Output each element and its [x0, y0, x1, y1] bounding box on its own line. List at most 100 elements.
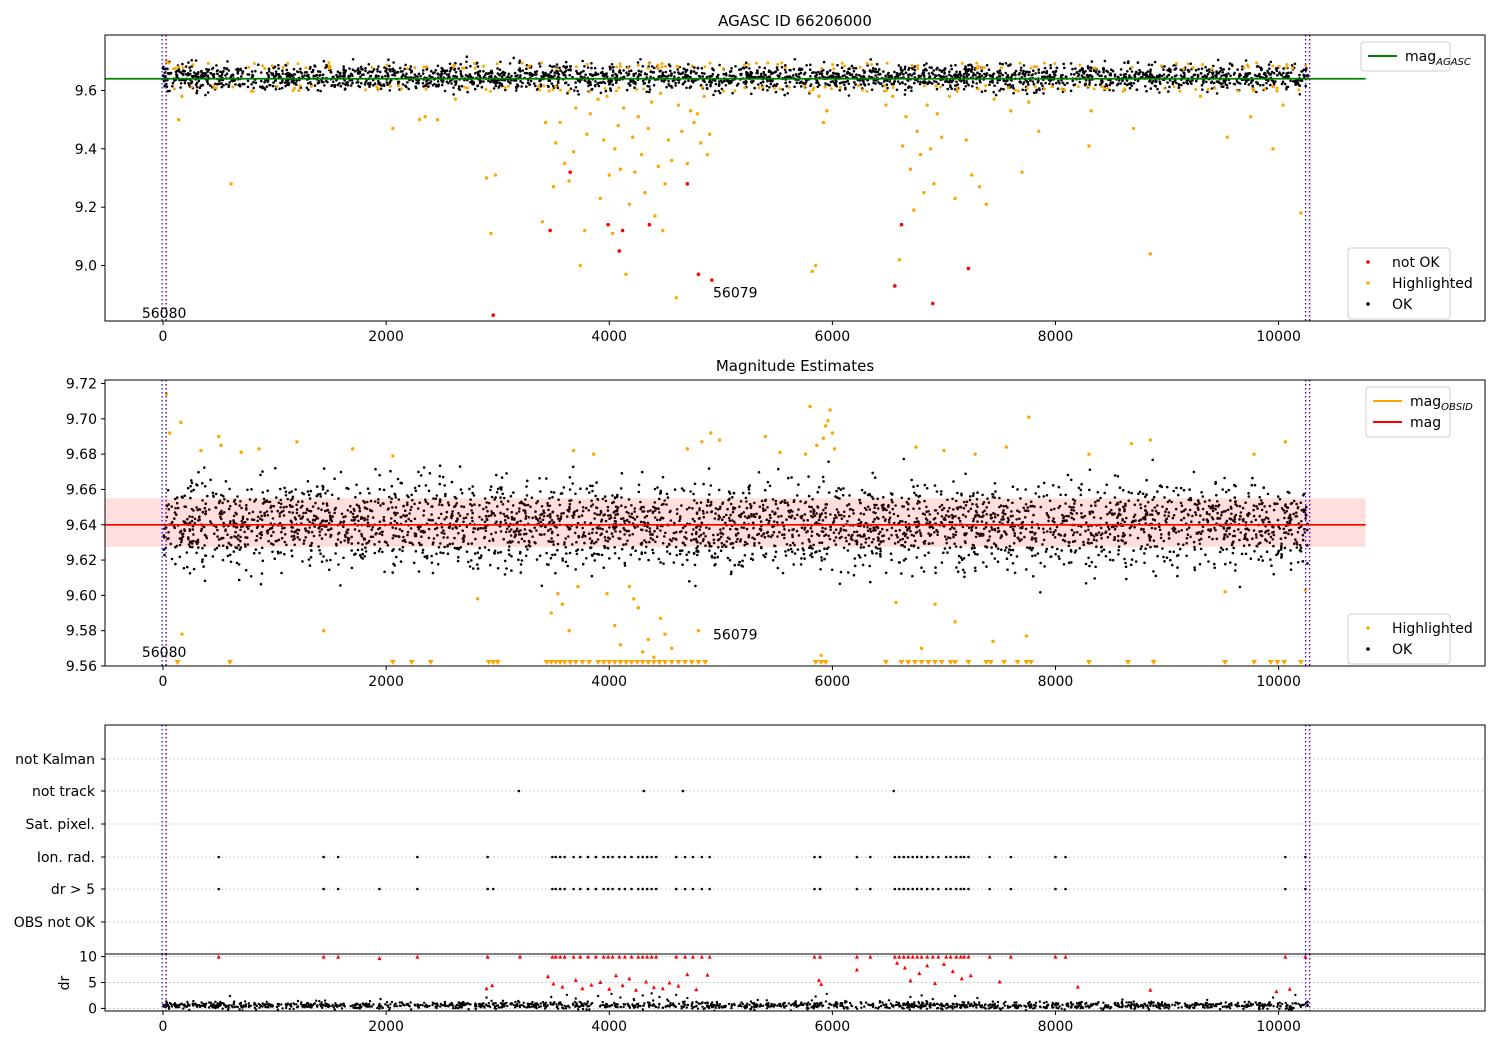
ok-point	[793, 85, 796, 89]
ok-point	[694, 79, 697, 82]
ok-point	[465, 60, 468, 64]
ok-point	[656, 486, 659, 489]
ok-point	[513, 71, 517, 75]
ok-point	[965, 500, 969, 504]
ok-point	[766, 79, 769, 83]
ok-point	[728, 70, 732, 73]
ok-point	[583, 541, 586, 545]
highlighted-point	[938, 85, 942, 89]
ok-point	[473, 87, 477, 91]
ok-point	[436, 80, 440, 83]
ok-point	[574, 81, 577, 84]
ok-point	[896, 80, 900, 83]
ok-point	[822, 68, 825, 72]
ok-point	[648, 540, 651, 544]
ok-point	[821, 75, 825, 79]
ok-point	[899, 66, 903, 69]
ok-point	[763, 66, 767, 70]
ok-point	[1044, 81, 1047, 85]
ok-point	[1145, 493, 1148, 496]
legend-frame	[1360, 41, 1451, 72]
ok-point	[635, 515, 639, 518]
ok-point	[700, 71, 704, 75]
ok-point	[1274, 67, 1278, 70]
ok-point	[896, 535, 899, 539]
ok-point	[938, 68, 941, 72]
ok-point	[986, 539, 990, 542]
ok-point	[564, 69, 567, 73]
ok-point	[1087, 66, 1090, 70]
ok-point	[503, 573, 507, 576]
ok-point	[1144, 508, 1147, 512]
ok-point	[649, 509, 652, 512]
highlighted-point	[473, 66, 477, 70]
ok-point	[1088, 542, 1091, 545]
ok-point	[602, 80, 605, 84]
ok-point	[510, 510, 514, 514]
ok-point	[1116, 475, 1120, 478]
highlighted-point	[980, 66, 984, 70]
ok-point	[245, 508, 248, 511]
ok-point	[1032, 69, 1035, 72]
ok-point	[764, 498, 767, 502]
ok-point	[519, 80, 522, 83]
ok-point	[783, 533, 786, 536]
ok-point	[923, 499, 926, 503]
ok-point	[553, 74, 556, 77]
ok-point	[179, 86, 182, 89]
ok-point	[1004, 62, 1008, 65]
ok-point	[425, 68, 429, 71]
ok-point	[203, 466, 206, 469]
ok-point	[993, 84, 996, 87]
ok-point	[447, 73, 451, 76]
ok-point	[780, 514, 783, 518]
ok-point	[373, 551, 377, 555]
ok-point	[196, 75, 200, 78]
ok-point	[1023, 74, 1027, 78]
not-ok-point	[930, 301, 935, 306]
ok-point	[195, 91, 198, 95]
highlighted-point	[663, 182, 667, 186]
highlighted-point	[977, 185, 982, 189]
highlighted-point	[588, 90, 592, 94]
ok-point	[478, 546, 482, 550]
ok-point	[784, 554, 788, 557]
ok-point	[556, 533, 560, 537]
highlighted-point	[643, 190, 647, 195]
ok-point	[258, 551, 261, 555]
ok-point	[1237, 528, 1240, 531]
ok-point	[742, 81, 745, 84]
ok-point	[583, 65, 586, 68]
ok-point	[552, 543, 555, 546]
highlighted-point	[555, 67, 559, 71]
ok-point	[1212, 81, 1216, 85]
ok-point	[1122, 505, 1125, 509]
ok-point	[457, 85, 461, 88]
ok-point	[658, 70, 662, 73]
ok-point	[226, 533, 229, 536]
ok-point	[674, 545, 678, 549]
ok-point	[1057, 485, 1061, 489]
ok-point	[783, 501, 787, 505]
ok-point	[597, 553, 601, 556]
highlighted-point	[212, 85, 216, 89]
ok-point	[321, 488, 325, 491]
ok-point	[499, 520, 503, 524]
highlighted-point	[656, 63, 660, 67]
ok-point	[345, 81, 349, 84]
ok-point	[347, 537, 351, 540]
ok-point	[873, 70, 876, 73]
ok-point	[1177, 542, 1180, 546]
ok-point	[443, 89, 447, 93]
ok-point	[1081, 71, 1085, 74]
ok-point	[1249, 557, 1253, 560]
ok-point	[295, 83, 298, 86]
ok-point	[678, 517, 682, 520]
ok-point	[190, 479, 193, 482]
highlighted-point	[812, 86, 816, 90]
ok-point	[1027, 83, 1030, 86]
ok-point	[227, 85, 230, 89]
ok-point	[1123, 61, 1126, 64]
ok-point	[1141, 492, 1145, 496]
ok-point	[472, 530, 475, 534]
